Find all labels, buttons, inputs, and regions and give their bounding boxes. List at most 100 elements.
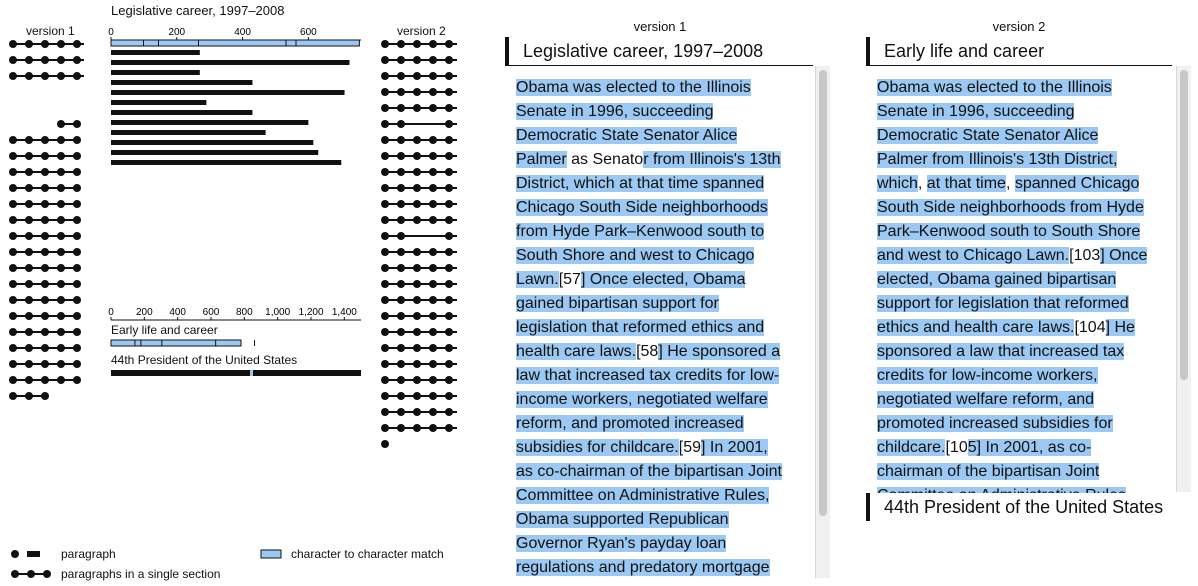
paragraph-dot <box>73 184 81 192</box>
paragraph-dot <box>57 168 65 176</box>
paragraph-dot <box>41 56 49 64</box>
pane2-text-area[interactable]: Obama was elected to the Illinois Senate… <box>877 76 1153 496</box>
pane1-scrollbar[interactable] <box>815 66 830 578</box>
bottom-tick-label: 1,400 <box>332 307 357 318</box>
paragraph-dot <box>445 104 453 112</box>
paragraph-dot <box>73 152 81 160</box>
paragraph-dot <box>73 72 81 80</box>
pane1-scroll-thumb[interactable] <box>819 70 827 516</box>
paragraph-dot <box>397 328 405 336</box>
paragraph-dot <box>413 408 421 416</box>
paragraph-dot <box>57 296 65 304</box>
paragraph-dot <box>9 56 17 64</box>
paragraph-dot <box>25 184 33 192</box>
paragraph-dot <box>429 280 437 288</box>
version2-label: version 2 <box>397 24 446 38</box>
top-tick-label: 400 <box>234 27 251 38</box>
top-tick-label: 0 <box>108 27 114 38</box>
paragraph-dot <box>413 264 421 272</box>
version1-label: version 1 <box>26 24 75 38</box>
paragraph-dot <box>445 328 453 336</box>
paragraph-dot <box>73 136 81 144</box>
paragraph-dot <box>41 264 49 272</box>
paragraph-dot <box>445 120 453 128</box>
paragraph-dot <box>429 264 437 272</box>
paragraph-dot <box>429 392 437 400</box>
pane1-paragraph: Obama was elected to the Illinois Senate… <box>516 76 788 578</box>
bottom-tick-label: 1,200 <box>298 307 323 318</box>
legend-section-label: paragraphs in a single section <box>61 567 221 581</box>
paragraph-dot <box>57 136 65 144</box>
paragraph-dot <box>9 152 17 160</box>
paragraph-dot <box>413 392 421 400</box>
legend-match-swatch <box>260 549 282 559</box>
paragraph-dot <box>25 152 33 160</box>
paragraph-dot <box>445 376 453 384</box>
top-bars <box>110 39 360 165</box>
paragraph-dot <box>73 280 81 288</box>
paragraph-dot <box>445 184 453 192</box>
paragraph-dot <box>57 56 65 64</box>
paragraph-dot <box>9 360 17 368</box>
paragraph-dot <box>57 232 65 240</box>
pane1-header: version 1 <box>633 19 687 34</box>
paragraph-dot <box>73 312 81 320</box>
pane2-scrollbar[interactable] <box>1176 66 1191 492</box>
paragraph-dot <box>41 136 49 144</box>
paragraph-dot <box>73 120 81 128</box>
paragraph-dot <box>9 200 17 208</box>
paragraph-dot <box>25 72 33 80</box>
paragraph-dot <box>57 344 65 352</box>
bar-president-match <box>250 370 253 376</box>
paragraph-dot <box>73 360 81 368</box>
paragraph-dot <box>413 280 421 288</box>
paragraph-dot <box>413 200 421 208</box>
pane2-section-title-bottom: 44th President of the United States <box>866 493 1172 521</box>
paragraph-dot <box>381 296 389 304</box>
pane1-text-area[interactable]: Obama was elected to the Illinois Senate… <box>516 76 788 578</box>
paragraph-dot <box>9 248 17 256</box>
top-axis: 0 200 400 600 <box>108 27 361 41</box>
paragraph-dot <box>413 376 421 384</box>
paragraph-dot <box>9 40 17 48</box>
paragraph-dot <box>397 104 405 112</box>
paragraph-dot <box>41 376 49 384</box>
paragraph-dot <box>413 424 421 432</box>
overview-svg: 0 200 400 600 0 200 400 600 800 1,000 1,200 1,400 <box>9 27 457 578</box>
paragraph-dot <box>25 168 33 176</box>
paragraph-dot <box>57 216 65 224</box>
bar-president <box>111 370 361 376</box>
paragraph-dot <box>41 360 49 368</box>
paragraph-dot <box>381 136 389 144</box>
paragraph-dot <box>413 168 421 176</box>
pane2-scroll-thumb[interactable] <box>1180 70 1188 380</box>
paragraph-dot <box>41 168 49 176</box>
paragraph-dot <box>429 104 437 112</box>
legend-section-dot <box>43 570 51 578</box>
paragraph-dot <box>9 184 17 192</box>
paragraph-dot <box>73 264 81 272</box>
paragraph-dot <box>397 184 405 192</box>
pane2-match-span: ] He sponsored a law that increased tax … <box>877 319 1135 456</box>
paragraph-dot <box>397 232 405 240</box>
paragraph-dot <box>41 328 49 336</box>
paragraph-dot <box>413 248 421 256</box>
paragraph-dot <box>429 312 437 320</box>
paragraph-dot <box>25 40 33 48</box>
paragraph-dot <box>397 424 405 432</box>
paragraph-dot <box>397 216 405 224</box>
paragraph-dot <box>73 328 81 336</box>
paragraph-dot <box>73 40 81 48</box>
paragraph-dot <box>445 72 453 80</box>
paragraph-dot <box>25 248 33 256</box>
bar <box>111 70 200 75</box>
paragraph-dot <box>445 56 453 64</box>
paragraph-dot <box>413 296 421 304</box>
paragraph-dot <box>9 376 17 384</box>
pane1-text-span: [59 <box>678 439 701 456</box>
legend-paragraph-label: paragraph <box>61 547 116 561</box>
legend-section-dot <box>11 570 19 578</box>
paragraph-dot <box>397 72 405 80</box>
pane2-paragraph: Obama was elected to the Illinois Senate… <box>877 76 1153 496</box>
paragraph-dot <box>429 328 437 336</box>
